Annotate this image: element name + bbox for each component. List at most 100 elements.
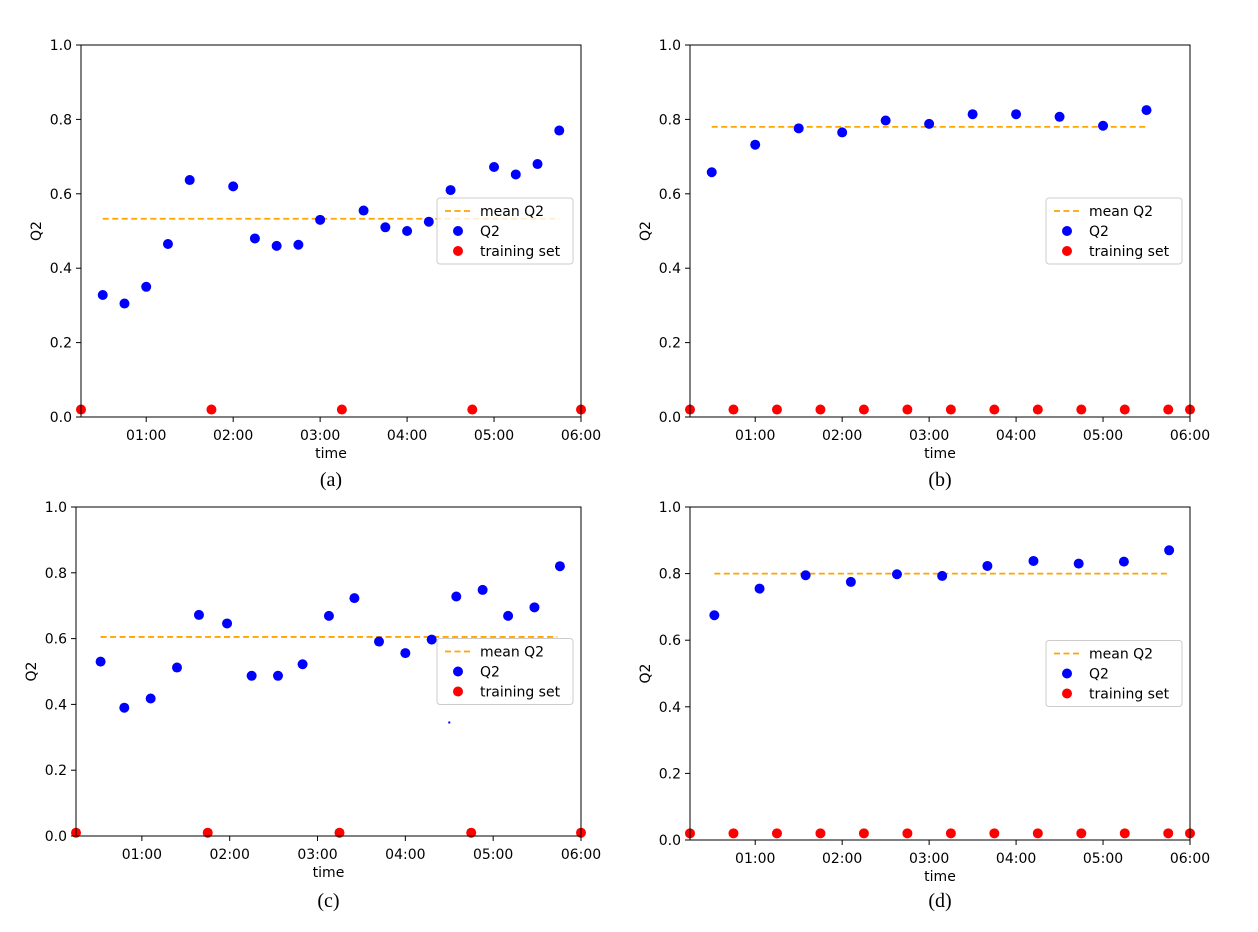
q2-point: [293, 239, 304, 250]
panel-caption: (a): [320, 469, 342, 491]
q2-point: [228, 181, 239, 192]
y-tick-label: 0.0: [659, 410, 681, 426]
q2-point: [554, 125, 565, 136]
legend-label: mean Q2: [1089, 647, 1153, 663]
q2-point: [162, 239, 173, 250]
y-tick-label: 0.8: [659, 112, 681, 128]
x-axis-title: time: [313, 865, 345, 881]
legend-label: training set: [480, 244, 561, 260]
q2-point: [489, 162, 500, 173]
y-tick-label: 0.0: [45, 829, 67, 845]
legend-training-swatch: [1062, 688, 1072, 699]
q2-point: [380, 222, 391, 233]
training-point: [858, 404, 869, 415]
q2-point: [750, 139, 761, 150]
panel-d: 0.0 0.2 0.4 0.6 0.8 1.0 01:00 02:00 03:00 04:00 05…: [638, 500, 1210, 912]
x-tick-label: 06:00: [1170, 428, 1210, 444]
x-tick-label: 03:00: [909, 851, 949, 867]
y-tick-label: 0.6: [659, 187, 681, 203]
legend: mean Q2 Q2 training set: [436, 638, 574, 705]
axes-frame: [80, 44, 582, 418]
training-point: [945, 404, 956, 415]
q2-point: [1118, 556, 1129, 567]
q2-point: [426, 634, 437, 645]
panel-a: 0.0 0.2 0.4 0.6 0.8 1.0 01:00 02:00 03:00 04:00 05…: [29, 38, 601, 491]
y-tick-label: 0.6: [50, 187, 72, 203]
y-axis-title: Q2: [638, 664, 654, 684]
training-point: [858, 828, 869, 839]
y-tick-label: 0.6: [659, 633, 681, 649]
q2-point: [172, 662, 182, 673]
q2-point: [97, 289, 108, 300]
y-tick-label: 0.4: [659, 700, 681, 716]
q2-point: [323, 610, 334, 621]
q2-point: [706, 167, 717, 178]
y-tick-label: 1.0: [45, 500, 67, 516]
stray-marker: [448, 721, 451, 724]
q2-point: [754, 583, 765, 594]
q2-point: [1141, 105, 1152, 116]
training-point: [815, 828, 826, 839]
training-point: [202, 827, 213, 838]
q2-point: [249, 233, 260, 244]
panel-caption: (d): [928, 890, 951, 912]
q2-point: [273, 670, 283, 681]
q2-point: [423, 216, 434, 227]
training-point: [902, 404, 913, 415]
panel-b: 0.0 0.2 0.4 0.6 0.8 1.0 01:00 02:00 03:00 04:00 05…: [638, 38, 1210, 491]
x-tick-label: 04:00: [385, 847, 425, 863]
training-point: [1163, 404, 1174, 415]
legend: mean Q2 Q2 training set: [1045, 197, 1183, 265]
legend-label: Q2: [1089, 224, 1109, 240]
x-tick-label: 05:00: [473, 847, 513, 863]
legend-training-swatch: [1062, 246, 1072, 256]
q2-point: [119, 298, 130, 309]
q2-point: [1164, 545, 1175, 556]
training-point: [989, 828, 1000, 839]
legend-training-swatch: [453, 246, 463, 256]
training-point: [771, 828, 782, 839]
panel-caption: (b): [928, 469, 951, 491]
y-tick-label: 0.2: [659, 766, 681, 782]
legend-q2-swatch: [453, 666, 463, 677]
legend-label: training set: [480, 685, 561, 701]
x-tick-label: 06:00: [561, 847, 601, 863]
q2-point: [193, 609, 204, 620]
training-point: [467, 404, 478, 415]
q2-point: [967, 109, 978, 120]
q2-point: [141, 281, 152, 292]
q2-point: [400, 648, 411, 659]
legend-label: Q2: [480, 665, 500, 681]
y-tick-label: 0.4: [659, 261, 681, 277]
q2-point: [402, 226, 413, 236]
q2-point: [845, 576, 856, 587]
x-tick-label: 05:00: [1083, 428, 1123, 444]
x-tick-label: 03:00: [297, 847, 337, 863]
x-tick-label: 04:00: [996, 851, 1036, 867]
training-point: [1076, 828, 1087, 839]
y-tick-label: 0.6: [45, 632, 67, 648]
y-tick-label: 0.8: [50, 112, 72, 128]
training-point: [989, 404, 1000, 415]
axes-frame: [689, 506, 1191, 841]
x-tick-label: 03:00: [909, 428, 949, 444]
q2-point: [222, 618, 233, 629]
x-tick-label: 04:00: [387, 428, 427, 444]
y-tick-label: 0.2: [50, 336, 72, 352]
legend-box: [436, 197, 574, 265]
training-point: [728, 828, 739, 839]
q2-point: [271, 240, 282, 251]
q2-point: [503, 610, 514, 621]
panel-c: 0.0 0.2 0.4 0.6 0.8 1.0 01:00 02:00 03:00 04:00 05…: [24, 500, 601, 912]
q2-point: [246, 670, 257, 681]
x-tick-label: 02:00: [210, 847, 250, 863]
q2-point: [709, 610, 720, 621]
legend-label: Q2: [1089, 667, 1109, 683]
q2-point: [1098, 120, 1109, 131]
training-point: [902, 828, 913, 839]
q2-point: [358, 205, 369, 216]
legend-label: training set: [1089, 687, 1170, 703]
q2-point: [315, 214, 326, 225]
q2-point: [532, 159, 543, 170]
